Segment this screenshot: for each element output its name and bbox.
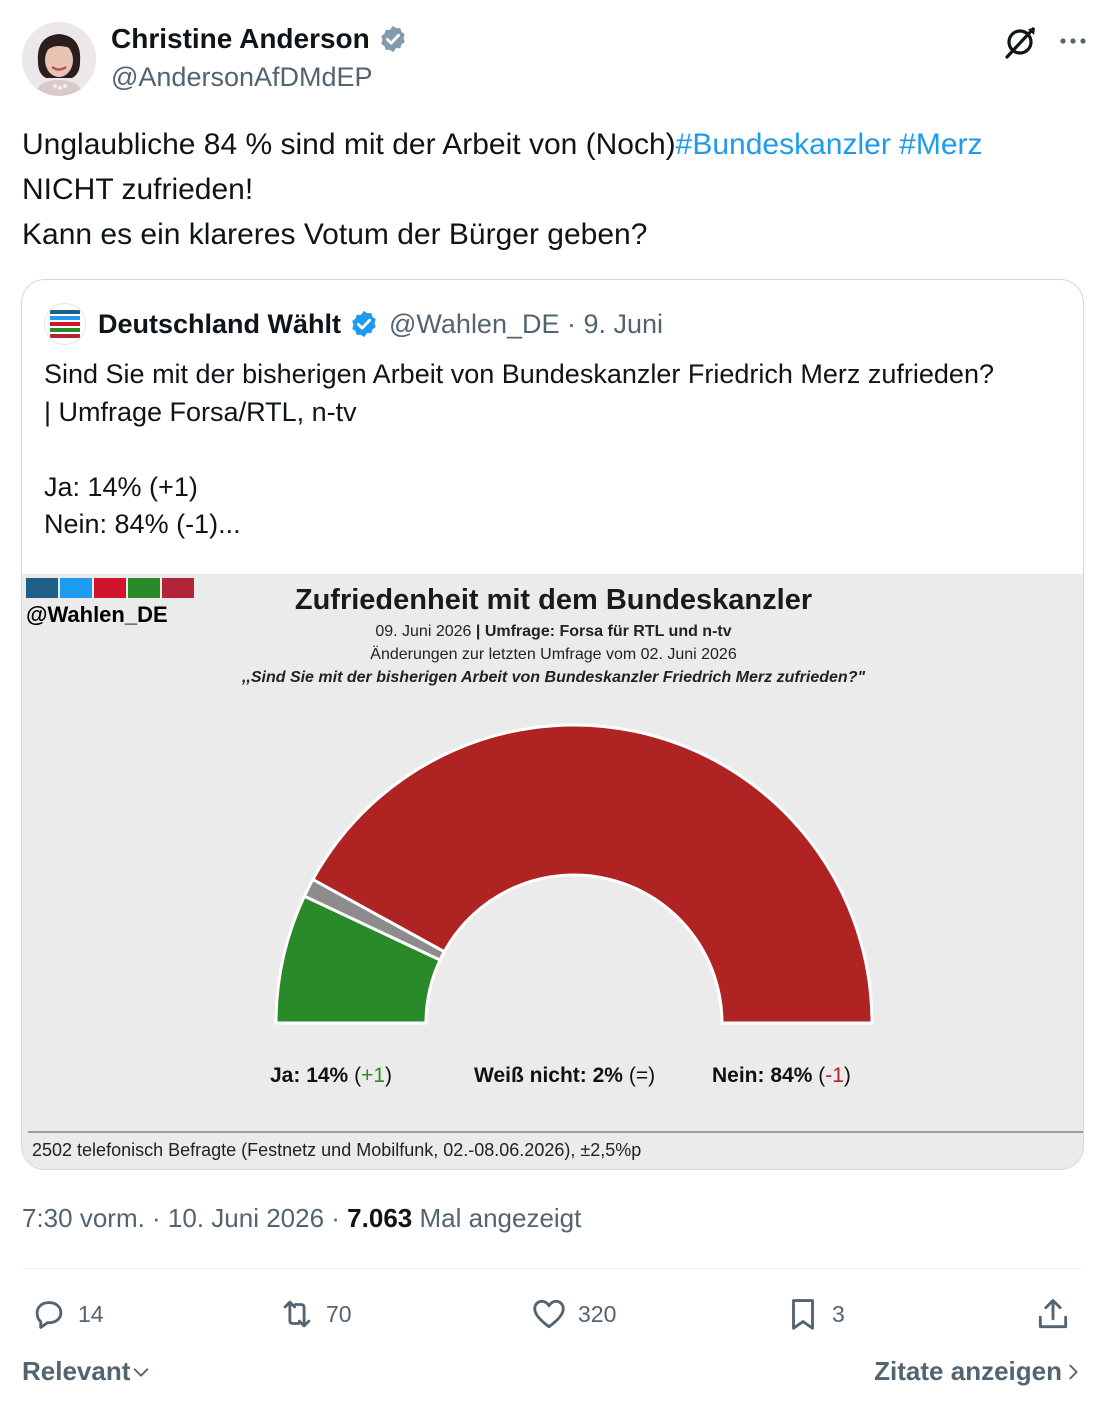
share-button[interactable]	[1034, 1292, 1072, 1336]
chevron-down-icon	[134, 1367, 149, 1377]
label-nein-change: -1	[825, 1064, 844, 1087]
label-wn-name: Weiß nicht:	[474, 1064, 587, 1087]
chart-title: Zufriedenheit mit dem Bundeskanzler	[294, 584, 813, 616]
divider	[22, 1268, 1084, 1269]
hashtag-link[interactable]: #Merz	[899, 128, 983, 161]
chart-subtitle-date: 09. Juni 2026 | Umfrage: Forsa für RTL u…	[22, 623, 1083, 641]
more-options-icon[interactable]	[1058, 28, 1088, 54]
author-name[interactable]: Christine Anderson	[111, 23, 370, 54]
chart-source: Umfrage: Forsa für RTL und n-tv	[484, 623, 732, 640]
chevron-right-icon	[1069, 1364, 1078, 1379]
view-quotes-link[interactable]: Zitate anzeigen	[874, 1356, 1084, 1387]
chart-footnote: 2502 telefonisch Befragte (Festnetz und …	[32, 1140, 642, 1160]
arc-nein	[310, 723, 874, 1025]
chart-subtitle-changes: Änderungen zur letzten Umfrage vom 02. J…	[370, 646, 737, 663]
label-ja-paren: )	[385, 1064, 393, 1087]
repost-count: 70	[326, 1300, 352, 1327]
author-name-row[interactable]: Christine Anderson	[111, 22, 408, 56]
footer-divider	[28, 1131, 1083, 1133]
view-quotes-label: Zitate anzeigen	[874, 1356, 1062, 1386]
wahlen-logo-icon	[26, 578, 194, 598]
hashtag-link[interactable]: #Bundeskanzler	[675, 128, 891, 161]
chart-question: ,,Sind Sie mit der bisherigen Arbeit von…	[241, 669, 866, 686]
repost-icon	[283, 1300, 311, 1328]
share-icon	[1038, 1299, 1068, 1329]
tweet-timestamp: 7:30 vorm. · 10. Juni 2026 · 7.063 Mal a…	[22, 1203, 581, 1234]
gauge-chart	[274, 723, 874, 1025]
author-handle[interactable]: @AndersonAfDMdEP	[111, 62, 373, 92]
label-nein-value: 84%	[770, 1064, 813, 1087]
heart-icon	[533, 1299, 565, 1329]
grok-icon[interactable]	[1002, 24, 1038, 60]
quoted-author-name[interactable]: Deutschland Wählt	[98, 308, 342, 339]
chart-date: 09. Juni 2026	[375, 623, 472, 640]
graphic-logo-text: @Wahlen_DE	[26, 602, 168, 627]
quoted-tweet[interactable]: Deutschland Wählt @Wahlen_DE · 9. Juni S…	[21, 279, 1084, 1170]
reply-count: 14	[78, 1300, 104, 1327]
label-ja-name: Ja:	[270, 1064, 301, 1087]
label-nein-name: Nein:	[712, 1064, 765, 1087]
tweet-text-line3: Kann es ein klareres Votum der Bürger ge…	[22, 218, 648, 251]
label-weiss-nicht: Weiß nicht: 2% (=)	[474, 1064, 655, 1088]
quoted-author-avatar[interactable]	[44, 303, 86, 345]
poll-graphic[interactable]: @Wahlen_DE Zufriedenheit mit dem Bundesk…	[22, 574, 1083, 1169]
label-wn-change: (=)	[628, 1064, 656, 1087]
label-ja-change: +1	[361, 1064, 386, 1087]
author-avatar[interactable]	[22, 22, 96, 96]
verified-badge-icon	[352, 310, 376, 338]
reply-icon	[35, 1301, 63, 1329]
label-nein-paren: (	[818, 1064, 826, 1087]
label-ja: Ja: 14% (+1)	[270, 1064, 392, 1088]
repost-button[interactable]: 70	[278, 1292, 352, 1336]
sort-label: Relevant	[22, 1356, 131, 1386]
bookmark-count: 3	[832, 1300, 845, 1327]
tweet-text-line2: NICHT zufrieden!	[22, 173, 254, 206]
quoted-handle-date[interactable]: @Wahlen_DE · 9. Juni	[389, 308, 664, 339]
label-ja-paren: (	[354, 1064, 362, 1087]
label-wn-value: 2%	[592, 1064, 623, 1087]
view-label: Mal angezeigt	[419, 1203, 582, 1233]
quoted-tweet-text: Sind Sie mit der bisherigen Arbeit von B…	[44, 359, 994, 539]
label-nein-paren: )	[843, 1064, 851, 1087]
view-count: 7.063	[347, 1203, 413, 1233]
tweet-text-line1: Unglaubliche 84 % sind mit der Arbeit vo…	[22, 128, 676, 161]
verified-badge-icon	[381, 25, 405, 53]
tweet-text: Unglaubliche 84 % sind mit der Arbeit vo…	[22, 122, 1092, 257]
quoted-tweet-header: Deutschland Wählt @Wahlen_DE · 9. Juni	[44, 303, 664, 345]
label-ja-value: 14%	[306, 1064, 349, 1087]
label-nein: Nein: 84% (-1)	[712, 1064, 851, 1088]
bookmark-icon	[792, 1299, 814, 1330]
tweet-time[interactable]: 7:30 vorm. · 10. Juni 2026 ·	[22, 1203, 348, 1233]
sort-dropdown[interactable]: Relevant	[22, 1356, 152, 1387]
like-button[interactable]: 320	[530, 1292, 616, 1336]
bookmark-button[interactable]: 3	[784, 1292, 845, 1336]
reply-button[interactable]: 14	[30, 1292, 104, 1336]
chart-separator: |	[475, 623, 481, 640]
tweet-header: Christine Anderson @AndersonAfDMdEP	[22, 22, 1088, 98]
like-count: 320	[578, 1300, 617, 1327]
